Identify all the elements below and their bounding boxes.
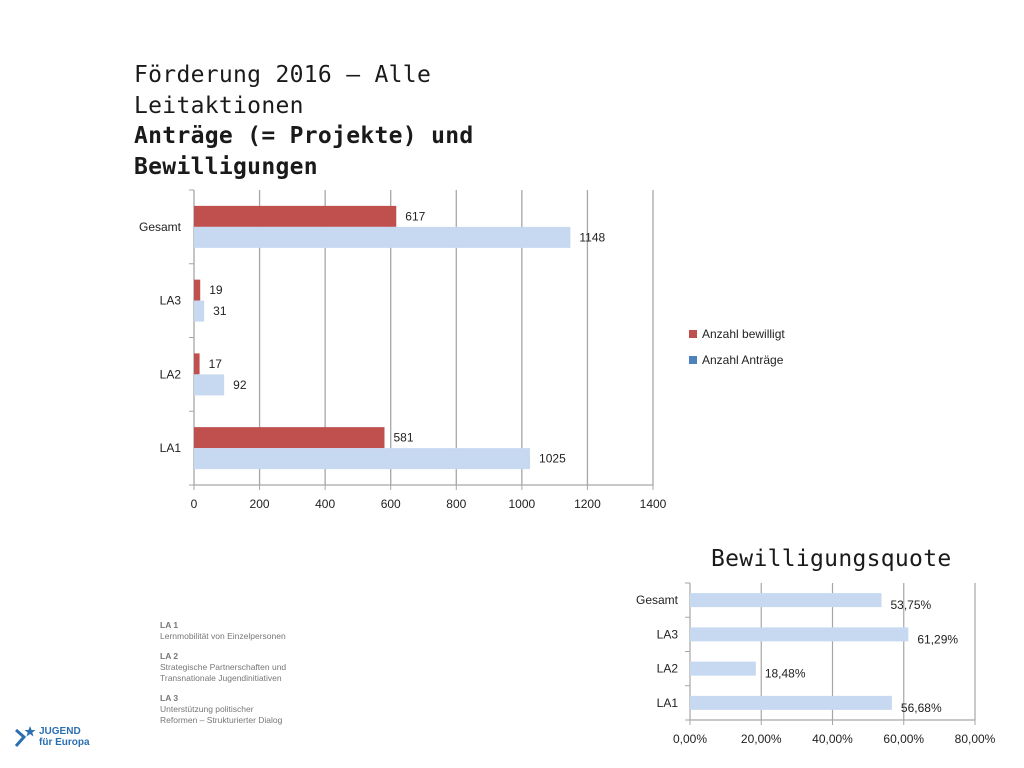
note-line: Lernmobilität von Einzelpersonen — [160, 631, 286, 641]
note-head: LA 3 — [160, 693, 179, 703]
legend-label: Anzahl Anträge — [702, 353, 784, 367]
note-la1: LA 1 Lernmobilität von Einzelpersonen — [160, 620, 286, 642]
bar — [194, 205, 397, 227]
x-tick-label: 400 — [315, 497, 335, 511]
y-category-label: LA2 — [657, 662, 679, 676]
logo-line-1: JUGEND — [39, 726, 81, 737]
note-la3: LA 3 Unterstützung politischer Reformen … — [160, 693, 286, 726]
data-label: 17 — [209, 357, 223, 371]
bar — [690, 661, 756, 676]
data-label: 53,75% — [890, 598, 931, 612]
legend-swatch — [689, 330, 697, 338]
y-category-label: Gesamt — [636, 593, 679, 607]
note-line: Transnationale Jugendinitiativen — [160, 673, 282, 683]
x-tick-label: 1200 — [574, 497, 601, 511]
data-label: 1148 — [579, 230, 605, 244]
data-label: 18,48% — [765, 667, 806, 681]
note-head: LA 2 — [160, 651, 179, 661]
y-category-label: LA1 — [160, 441, 182, 455]
logo-line-2: für Europa — [39, 737, 90, 748]
y-category-label: LA3 — [657, 627, 679, 641]
bar — [194, 448, 531, 470]
x-tick-label: 1000 — [509, 497, 536, 511]
y-category-label: LA2 — [160, 367, 182, 381]
data-label: 56,68% — [901, 701, 942, 715]
page-title: Förderung 2016 – Alle Leitaktionen Anträ… — [134, 60, 474, 182]
x-tick-label: 800 — [446, 497, 466, 511]
main-bar-chart: 0 200 400 600 800 1000 1200 1400 Gesamt 617 1148 LA… — [139, 189, 785, 511]
x-tick-label: 600 — [381, 497, 401, 511]
data-label: 61,29% — [917, 632, 958, 646]
note-line: Strategische Partnerschaften und — [160, 662, 287, 672]
bar — [194, 226, 571, 248]
bar — [194, 353, 200, 375]
legend-swatch — [689, 356, 697, 364]
bar — [690, 627, 909, 642]
data-label: 1025 — [539, 452, 566, 466]
bar — [690, 695, 892, 710]
y-category-label: LA3 — [160, 294, 182, 308]
title-line-1: Förderung 2016 – Alle — [134, 62, 432, 88]
x-tick-label: 0,00% — [673, 732, 707, 746]
data-label: 19 — [209, 283, 223, 297]
y-category-label: Gesamt — [139, 220, 182, 234]
action-notes: LA 1 Lernmobilität von Einzelpersonen LA… — [160, 620, 286, 735]
y-category-label: LA1 — [657, 696, 679, 710]
data-label: 31 — [213, 304, 227, 318]
bar — [194, 279, 201, 301]
bar — [194, 427, 385, 449]
x-tick-label: 60,00% — [883, 732, 924, 746]
data-label: 617 — [405, 209, 425, 223]
note-line: Reformen – Strukturierter Dialog — [160, 715, 283, 725]
note-head: LA 1 — [160, 620, 179, 630]
quote-chart-title: Bewilligungsquote — [711, 546, 952, 572]
x-tick-label: 80,00% — [955, 732, 996, 746]
legend-label: Anzahl bewilligt — [702, 327, 785, 341]
title-line-2: Leitaktionen — [134, 92, 304, 119]
bar — [194, 300, 205, 322]
title-line-3: Anträge (= Projekte) und — [134, 123, 474, 149]
bar — [194, 374, 225, 396]
x-tick-label: 1400 — [640, 497, 667, 511]
logo-star-icon — [14, 726, 36, 747]
data-label: 581 — [393, 431, 413, 445]
bar — [690, 593, 882, 608]
x-tick-label: 200 — [250, 497, 270, 511]
x-tick-label: 40,00% — [812, 732, 853, 746]
note-line: Unterstützung politischer — [160, 704, 254, 714]
x-tick-label: 20,00% — [741, 732, 782, 746]
title-line-4: Bewilligungen — [134, 153, 318, 180]
jugend-fuer-europa-logo: JUGEND für Europa — [14, 724, 104, 750]
note-la2: LA 2 Strategische Partnerschaften und Tr… — [160, 651, 286, 684]
data-label: 92 — [233, 378, 247, 392]
x-tick-label: 0 — [191, 497, 198, 511]
